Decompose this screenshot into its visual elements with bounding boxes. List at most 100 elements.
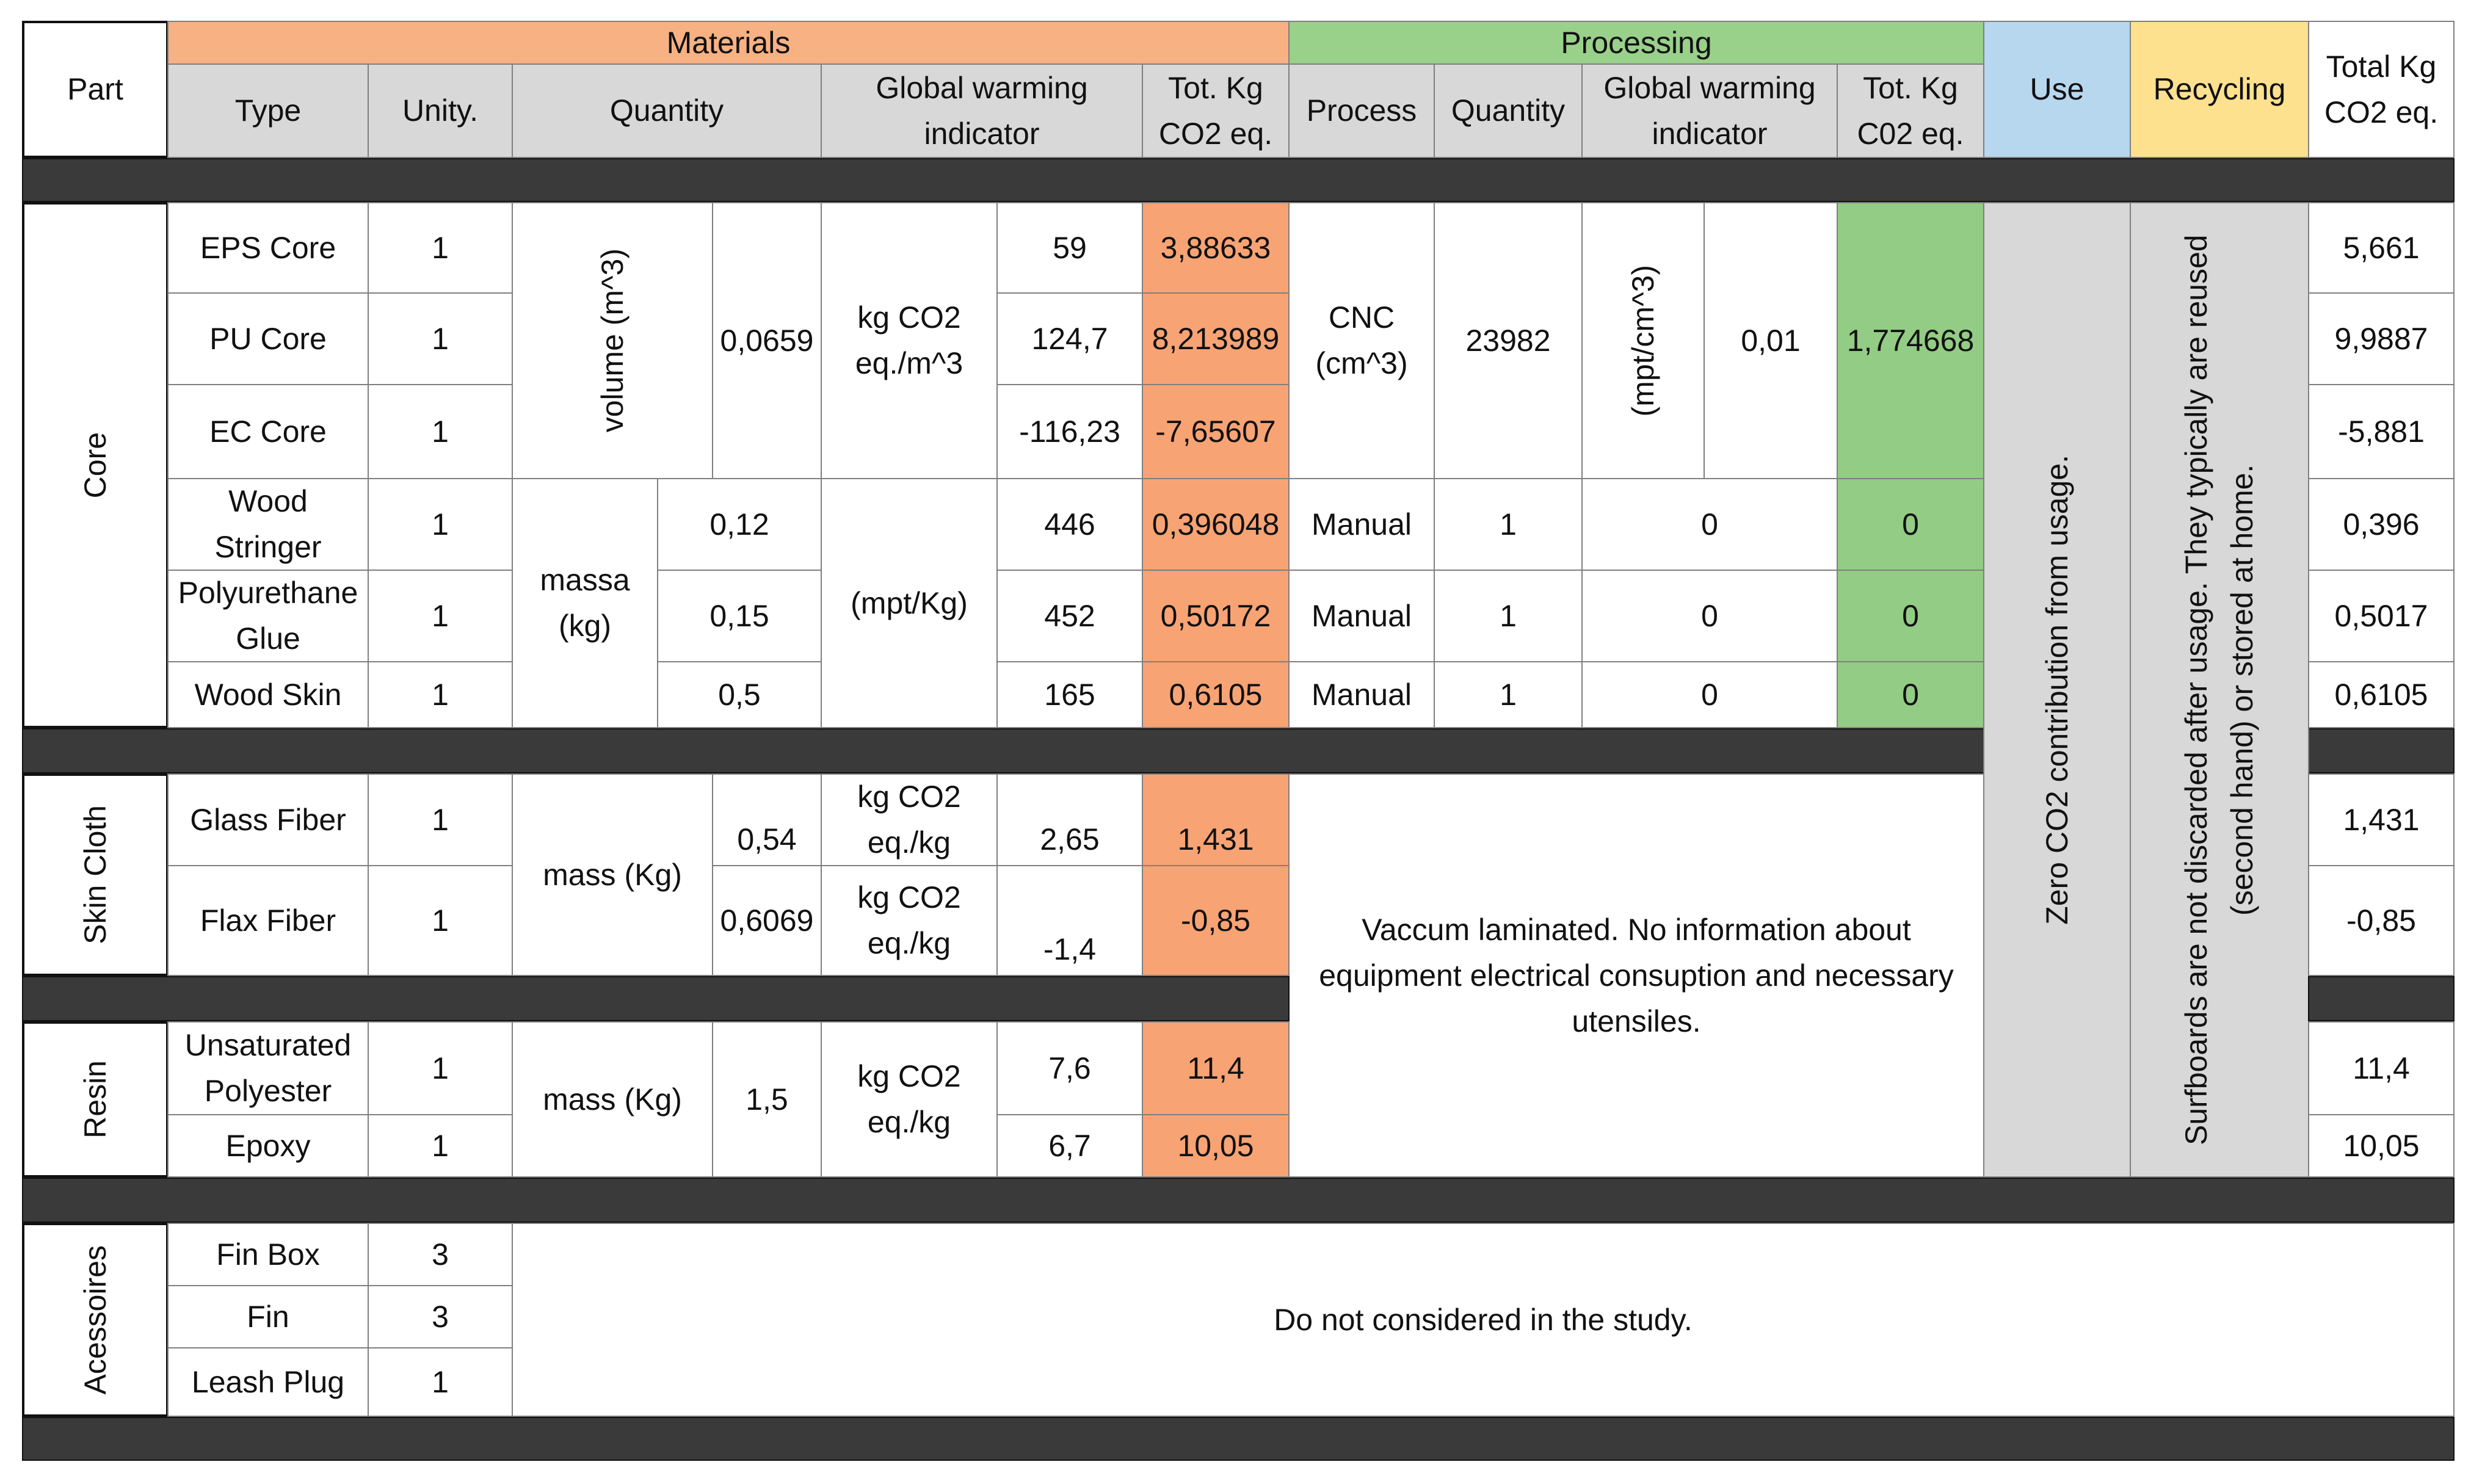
proc-qty-value: 1: [1500, 507, 1517, 541]
table-row-unity: 3: [368, 1285, 513, 1348]
proc-tot-value: 0: [1902, 507, 1919, 541]
mass-qty-cell: 1,5: [712, 1021, 822, 1178]
total-cell: -0,85: [2308, 865, 2455, 976]
use-note: Zero CO2 contribution from usage.: [1983, 202, 2131, 1178]
table-row-type: Polyurethane Glue: [167, 570, 369, 662]
proc-tot-cell: 0: [1837, 478, 1984, 571]
process-cell: Manual: [1288, 570, 1435, 662]
proc-tot-value: 0: [1902, 598, 1919, 633]
volume-label-text: volume (m^3): [595, 248, 630, 433]
recycling-note: Surfboards are not discarded after usage…: [2130, 202, 2309, 1178]
cell-type: EC Core: [209, 414, 327, 449]
total-cell: 0,5017: [2308, 570, 2455, 662]
table-row-unity: 1: [368, 865, 513, 976]
process-note-text: Vaccum laminated. No information about e…: [1319, 912, 1954, 1038]
header-tot-processing: Tot. Kg C02 eq.: [1837, 63, 1984, 158]
cell-unity: 1: [432, 230, 449, 265]
mass-qty-value: 0,15: [709, 598, 769, 633]
unit-cell: kg CO2 eq./kg: [821, 1021, 998, 1178]
proc-gwi-value: 0: [1701, 507, 1718, 541]
total-value: 1,431: [2343, 802, 2420, 837]
cnc-gwi: 0,01: [1704, 202, 1838, 479]
table-row-unity: 1: [368, 292, 513, 385]
cnc-gwi-text: 0,01: [1741, 323, 1801, 358]
gwi-value: 2,65: [1040, 822, 1100, 856]
group-skin-cloth-label: Skin Cloth: [78, 805, 112, 944]
gwi-value: 124,7: [1031, 321, 1108, 356]
cell-type: Wood Skin: [194, 677, 342, 712]
proc-qty-cell: 1: [1434, 570, 1583, 662]
tot-materials-cell: 0,6105: [1142, 661, 1290, 728]
table-row-unity: 1: [368, 661, 513, 728]
separator-bar: [2308, 976, 2455, 1021]
cell-unity: 1: [432, 507, 449, 541]
tot-materials-value: 3,88633: [1160, 230, 1271, 265]
total-value: 5,661: [2343, 230, 2420, 265]
separator-bar: [22, 976, 1290, 1021]
gwi-value: 452: [1044, 598, 1095, 633]
gwi-value: -116,23: [1019, 414, 1120, 449]
mass-label-text: mass (Kg): [543, 857, 682, 892]
header-quantity: Quantity: [512, 63, 822, 158]
separator-bar: [22, 728, 1984, 773]
proc-tot-cell: 0: [1837, 570, 1984, 662]
gwi-cell: -116,23: [996, 384, 1143, 479]
tot-materials-value: 11,4: [1187, 1051, 1244, 1085]
proc-gwi-cell: 0: [1581, 661, 1838, 728]
mass-qty-value: 1,5: [746, 1082, 788, 1117]
total-cell: -5,881: [2308, 384, 2455, 479]
table-row-type: Epoxy: [167, 1114, 369, 1178]
cell-unity: 1: [432, 321, 449, 356]
header-part-label: Part: [67, 72, 123, 106]
header-proc-quantity-label: Quantity: [1451, 93, 1566, 128]
accessories-note: Do not considered in the study.: [512, 1223, 2455, 1417]
tot-materials-cell: 3,88633: [1142, 202, 1290, 294]
cell-unity: 3: [432, 1299, 449, 1334]
cnc-quantity: 23982: [1434, 202, 1583, 479]
proc-qty-cell: 1: [1434, 478, 1583, 571]
table-row-unity: 1: [368, 478, 513, 571]
tot-materials-cell: 1,431: [1142, 773, 1290, 866]
volume-unit-text: kg CO2 eq./m^3: [855, 300, 963, 380]
total-cell: 5,661: [2308, 202, 2455, 294]
tot-materials-value: 10,05: [1177, 1128, 1254, 1163]
cell-unity: 1: [432, 677, 449, 712]
header-quantity-label: Quantity: [609, 93, 724, 128]
mass-unit: (mpt/Kg): [821, 478, 998, 728]
unit-cell: kg CO2 eq./kg: [821, 773, 998, 866]
cell-unity: 1: [432, 598, 449, 633]
proc-qty-value: 1: [1500, 598, 1517, 633]
cnc-tot-text: 1,774668: [1846, 323, 1975, 358]
cell-type: Wood Stringer: [214, 484, 322, 564]
header-gwi: Global warming indicator: [821, 63, 1143, 158]
cell-type: PU Core: [209, 321, 327, 356]
tot-materials-cell: 0,396048: [1142, 478, 1290, 571]
cnc-unit: (mpt/cm^3): [1581, 202, 1705, 479]
cell-type: Fin Box: [216, 1237, 320, 1272]
cnc-unit-text: (mpt/cm^3): [1625, 264, 1660, 417]
cell-unity: 1: [432, 414, 449, 449]
gwi-value: 59: [1053, 230, 1087, 265]
gwi-value: -1,4: [1043, 932, 1097, 966]
mass-label: mass (Kg): [512, 1021, 713, 1178]
proc-gwi-cell: 0: [1581, 570, 1838, 662]
total-value: 9,9887: [2334, 321, 2428, 356]
table-row-unity: 1: [368, 1347, 513, 1417]
tot-materials-cell: 11,4: [1142, 1021, 1290, 1115]
header-gwi-label: Global warming indicator: [876, 70, 1088, 151]
table-row-unity: 3: [368, 1223, 513, 1286]
cell-type: Polyurethane Glue: [178, 576, 358, 656]
group-core: Core: [22, 202, 169, 728]
total-cell: 10,05: [2308, 1114, 2455, 1178]
cell-type: Leash Plug: [191, 1364, 345, 1399]
cell-type: Fin: [247, 1299, 289, 1334]
proc-tot-cell: 0: [1837, 661, 1984, 728]
mass-qty-value: 0,12: [709, 507, 769, 541]
use-note-text: Zero CO2 contribution from usage.: [2039, 455, 2074, 925]
gwi-cell: 446: [996, 478, 1143, 571]
header-total-label: Total Kg CO2 eq.: [2324, 49, 2439, 129]
mass-qty-cell: 0,12: [657, 478, 822, 571]
tot-materials-value: -7,65607: [1155, 414, 1276, 449]
header-processing-label: Processing: [1561, 25, 1712, 60]
